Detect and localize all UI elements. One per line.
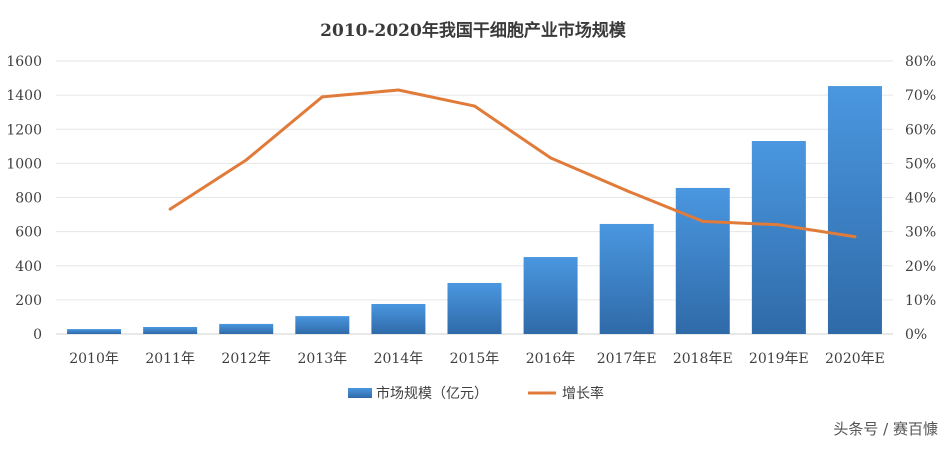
x-tick-label: 2019年E — [749, 351, 809, 367]
y-right-tick-label: 10% — [905, 293, 936, 309]
bar — [447, 282, 502, 334]
y-left-tick-label: 800 — [15, 191, 42, 207]
y-left-tick-label: 1200 — [6, 122, 42, 138]
legend-line-label: 增长率 — [562, 385, 604, 402]
x-tick-label: 2012年 — [221, 351, 271, 367]
y-left-tick-label: 1600 — [6, 54, 42, 70]
y-right-tick-label: 40% — [905, 191, 936, 207]
bar — [67, 329, 122, 334]
x-tick-label: 2020年E — [825, 351, 885, 367]
y-left-tick-label: 400 — [15, 259, 42, 275]
y-right-tick-label: 30% — [905, 225, 936, 241]
bar — [371, 303, 426, 334]
x-tick-label: 2016年 — [526, 351, 576, 367]
chart-title: 2010-2020年我国干细胞产业市场规模 — [320, 20, 627, 41]
x-tick-label: 2010年 — [69, 351, 119, 367]
y-right-tick-label: 50% — [905, 156, 936, 172]
x-tick-label: 2011年 — [145, 351, 195, 367]
y-left-tick-label: 200 — [15, 293, 42, 309]
x-tick-label: 2017年E — [597, 351, 657, 367]
y-right-tick-label: 0% — [905, 327, 927, 343]
legend-bar-label: 市场规模（亿元） — [376, 385, 488, 402]
y-left-tick-label: 600 — [15, 225, 42, 241]
y-left-tick-label: 1400 — [6, 88, 42, 104]
y-left-tick-label: 1000 — [6, 156, 42, 172]
x-tick-label: 2013年 — [297, 351, 347, 367]
legend-bar-swatch — [348, 388, 372, 398]
bar — [143, 327, 198, 334]
bar — [295, 316, 350, 334]
x-tick-label: 2018年E — [673, 351, 733, 367]
bar — [219, 323, 274, 334]
y-left-tick-label: 0 — [33, 327, 42, 343]
bar — [827, 86, 882, 334]
x-tick-label: 2015年 — [450, 351, 500, 367]
growth-rate-line — [169, 88, 856, 239]
y-right-tick-label: 60% — [905, 122, 936, 138]
watermark: 头条号 / 赛百慷 — [833, 420, 938, 438]
bar — [675, 187, 730, 334]
x-tick-label: 2014年 — [374, 351, 424, 367]
y-right-tick-label: 80% — [905, 54, 936, 70]
y-right-tick-label: 20% — [905, 259, 936, 275]
bar — [751, 141, 806, 334]
bar — [599, 223, 654, 334]
y-right-tick-label: 70% — [905, 88, 936, 104]
bar — [523, 257, 578, 334]
